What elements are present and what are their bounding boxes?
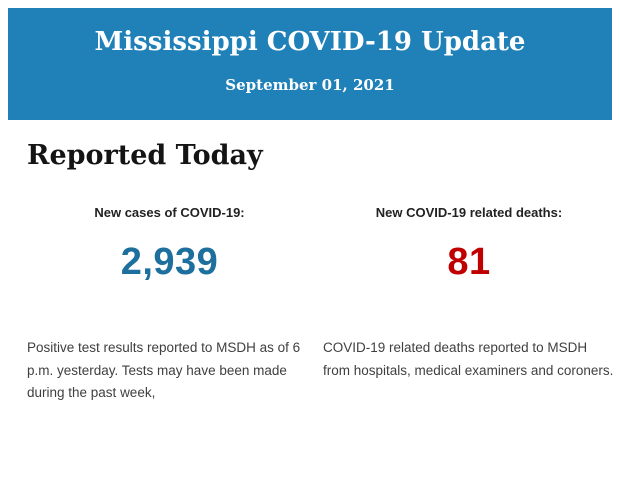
new-deaths-value: 81 [447, 241, 491, 283]
newsletter-title: Mississippi COVID-19 Update [94, 27, 526, 57]
stat-card-new-deaths: New COVID-19 related deaths: 81 COVID-19… [323, 205, 615, 382]
new-cases-label: New cases of COVID-19: [94, 205, 245, 220]
header-banner: Mississippi COVID-19 Update September 01… [8, 8, 612, 120]
newsletter-date: September 01, 2021 [225, 76, 395, 94]
new-cases-value: 2,939 [120, 241, 219, 283]
stat-card-new-cases: New cases of COVID-19: 2,939 Positive te… [27, 205, 312, 405]
new-deaths-label: New COVID-19 related deaths: [375, 205, 563, 220]
new-cases-description: Positive test results reported to MSDH a… [27, 340, 301, 400]
new-deaths-description: COVID-19 related deaths reported to MSDH… [323, 340, 614, 378]
section-heading: Reported Today [27, 140, 263, 171]
